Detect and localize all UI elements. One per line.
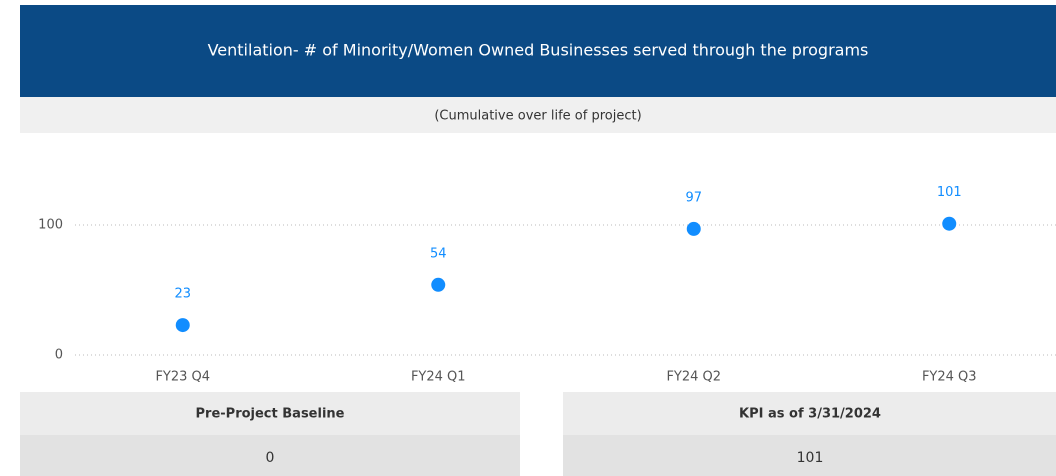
title-bar [20, 5, 1056, 97]
card-header [20, 392, 520, 435]
point [686, 221, 701, 236]
data-label: 54 [430, 246, 447, 261]
point [175, 318, 190, 333]
card-header [563, 392, 1056, 435]
data-label: 97 [685, 190, 702, 205]
x-tick-label: FY23 Q4 [155, 370, 210, 385]
card-value: 0 [266, 450, 275, 466]
subtitle-bar [20, 97, 1056, 133]
point [431, 277, 446, 292]
data-label: 101 [937, 185, 962, 200]
x-tick-label: FY24 Q3 [922, 370, 977, 385]
point [942, 216, 957, 231]
card-label: KPI as of 3/31/2024 [739, 407, 881, 422]
x-tick-label: FY24 Q1 [411, 370, 466, 385]
y-tick-label: 100 [38, 218, 63, 233]
y-tick-label: 0 [55, 348, 63, 363]
card-label: Pre-Project Baseline [196, 407, 345, 422]
card-value: 101 [797, 450, 824, 466]
card-body [563, 435, 1056, 476]
subtitle: (Cumulative over life of project) [434, 109, 641, 124]
card-body [20, 435, 520, 476]
data-label: 23 [174, 287, 191, 302]
x-tick-label: FY24 Q2 [666, 370, 721, 385]
title: Ventilation- # of Minority/Women Owned B… [208, 41, 869, 60]
